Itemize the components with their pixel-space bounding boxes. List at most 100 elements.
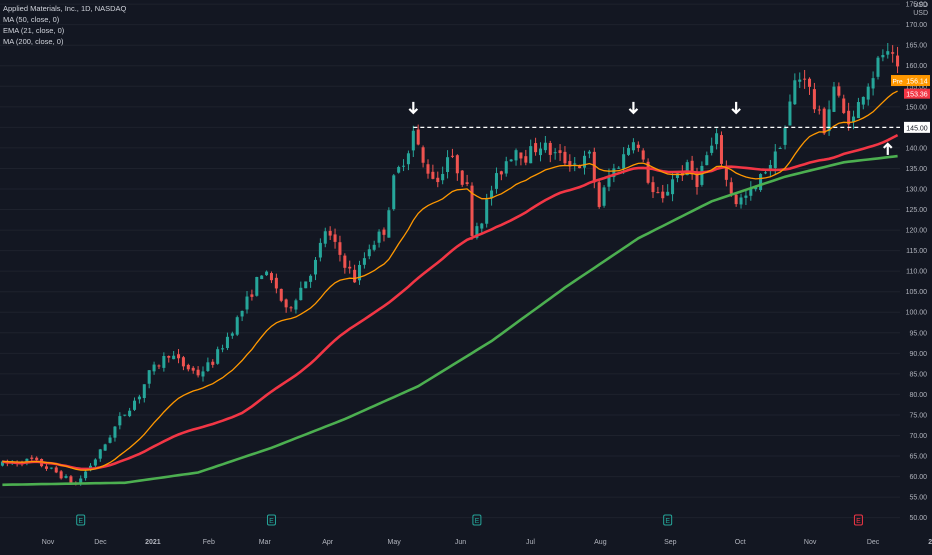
candle-body	[152, 364, 156, 372]
badge-text: 145.00	[906, 125, 928, 132]
candle-body	[441, 173, 445, 181]
candle-body	[118, 416, 122, 426]
legend-ma50[interactable]: MA (50, close, 0)	[3, 15, 60, 24]
candle-body	[597, 182, 601, 207]
earnings-icon: E	[76, 514, 86, 526]
candle-body	[137, 396, 141, 400]
candle-body	[147, 370, 151, 384]
candle-body	[886, 51, 890, 55]
candle-body	[113, 426, 117, 438]
price-tick-label: 65.00	[909, 454, 927, 461]
candle-body	[289, 307, 293, 309]
candle-body	[167, 356, 171, 358]
candle-body	[460, 170, 464, 185]
price-tick-label: 170.00	[906, 22, 928, 29]
legend-ema21[interactable]: EMA (21, close, 0)	[3, 26, 65, 35]
candles	[0, 42, 900, 486]
candle-body	[348, 266, 352, 269]
candle-body	[406, 153, 410, 165]
time-tick-label: 2021	[145, 539, 161, 546]
candle-body	[54, 467, 58, 473]
candle-body	[475, 226, 479, 238]
candle-body	[852, 116, 856, 122]
candle-body	[602, 187, 606, 206]
candle-body	[450, 155, 454, 157]
earnings-label: E	[665, 518, 670, 525]
legend-symbol[interactable]: Applied Materials, Inc., 1D, NASDAQ	[3, 4, 127, 13]
earnings-badge	[76, 514, 86, 526]
price-tick-label: 165.00	[906, 43, 928, 50]
candle-body	[426, 164, 430, 174]
candle-body	[656, 192, 660, 194]
time-axis-bg	[0, 533, 932, 550]
candle-body	[177, 354, 181, 359]
arrow-down-icon	[731, 101, 741, 115]
candle-body	[225, 336, 229, 349]
candle-body	[763, 172, 768, 174]
candle-body	[822, 108, 826, 134]
candle-body	[216, 349, 220, 364]
candle-body	[729, 182, 733, 194]
time-tick-label: Mar	[259, 539, 272, 546]
price-tick-label: 175.00	[906, 2, 928, 9]
price-tick-label: 155.00	[906, 84, 928, 91]
candle-body	[778, 148, 782, 150]
candle-body	[309, 275, 313, 282]
time-tick-label: Nov	[42, 539, 55, 546]
last-price-bg	[904, 88, 930, 99]
candle-body	[93, 459, 97, 466]
earnings-label: E	[269, 518, 274, 525]
candle-body	[793, 80, 797, 105]
price-tick-label: 90.00	[909, 351, 927, 358]
candle-body	[162, 355, 166, 368]
arrow-head	[882, 142, 893, 149]
legend-ma200[interactable]: MA (200, close, 0)	[3, 37, 64, 46]
candle-body	[338, 242, 342, 255]
candle-body	[294, 300, 298, 310]
candle-body	[636, 144, 640, 149]
price-tick-label: 110.00	[906, 269, 927, 276]
candle-body	[269, 273, 273, 281]
earnings-badge	[853, 514, 863, 526]
candle-body	[617, 167, 621, 169]
candle-body	[416, 129, 420, 145]
candle-body	[759, 174, 763, 191]
candle-body	[680, 171, 684, 176]
candle-body	[79, 478, 83, 484]
resistance-price-badge: 145.00	[904, 121, 930, 133]
candle-body	[402, 165, 406, 167]
candle-body	[587, 151, 591, 154]
arrow-down-icon	[628, 101, 639, 115]
price-tick-label: 125.00	[906, 207, 928, 214]
ema21-line	[2, 90, 898, 471]
candle-body	[646, 161, 650, 183]
candle-body	[675, 173, 679, 178]
candle-body	[612, 168, 616, 178]
price-tick-label: 60.00	[909, 474, 927, 481]
price-tick-label: 140.00	[906, 145, 928, 152]
candle-body	[245, 296, 249, 310]
candle-body	[221, 348, 225, 350]
candle-body	[881, 55, 885, 58]
candle-body	[108, 437, 112, 443]
time-axis[interactable]: Nov Dec 2021 Feb Mar Apr May Jun Jul Aug Sep Oct Nov…	[0, 533, 932, 550]
earnings-icon: E	[853, 514, 863, 526]
price-tick-label: 100.00	[906, 310, 928, 317]
currency-label[interactable]: USD USD	[913, 2, 928, 18]
candle-body	[343, 255, 347, 268]
candle-body	[705, 155, 709, 166]
candle-body	[35, 457, 39, 460]
price-tick-label: 50.00	[909, 515, 927, 522]
candle-body	[534, 143, 538, 153]
candle-body	[84, 471, 88, 479]
earnings-label: E	[475, 518, 480, 525]
candle-body	[44, 466, 48, 469]
price-axis[interactable]: 50.00 55.00 60.00 65.00 70.00 75.00 80.00 85.00…	[891, 0, 932, 550]
candle-body	[465, 182, 469, 185]
candle-body	[490, 190, 494, 199]
candle-body	[744, 195, 748, 198]
candle-body	[812, 89, 816, 110]
candle-body	[592, 151, 596, 183]
